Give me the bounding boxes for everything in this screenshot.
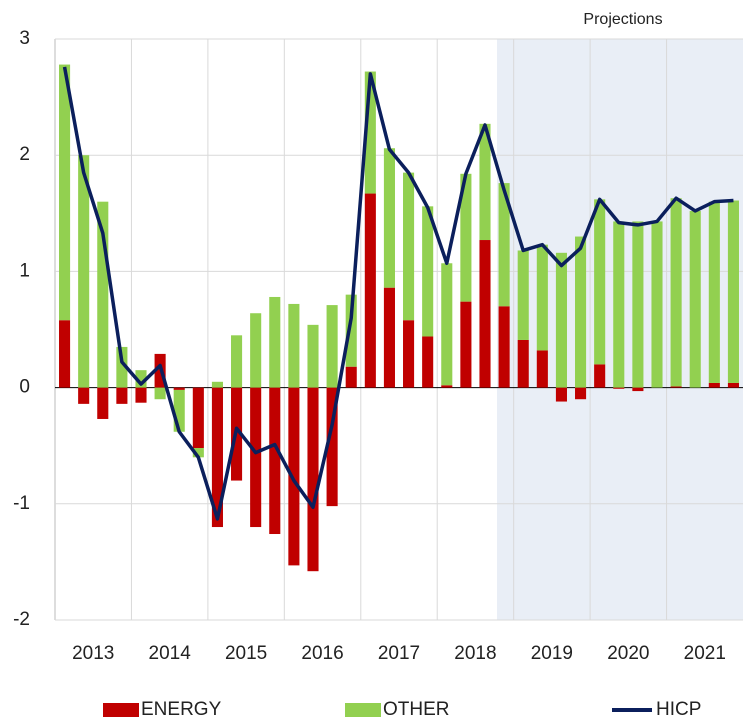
x-tick-label: 2021 — [684, 643, 726, 664]
x-tick-label: 2015 — [225, 643, 267, 664]
bar — [383, 287, 395, 388]
bar — [345, 294, 357, 367]
legend-swatch — [103, 703, 139, 717]
y-tick-label: 1 — [19, 260, 30, 281]
bar — [689, 210, 701, 388]
bar — [536, 350, 548, 388]
bar — [708, 382, 720, 388]
bar — [250, 313, 262, 388]
bar — [364, 193, 376, 388]
annotation: Projections — [583, 11, 662, 28]
x-tick-label: 2016 — [301, 643, 343, 664]
bar — [173, 389, 185, 432]
bar — [651, 221, 663, 388]
y-tick-label: 3 — [19, 28, 30, 49]
x-tick-label: 2017 — [378, 643, 420, 664]
bar — [345, 366, 357, 388]
bar — [231, 335, 243, 388]
x-tick-label: 2018 — [454, 643, 496, 664]
bar — [498, 306, 510, 388]
bar — [594, 364, 606, 388]
bar — [97, 387, 109, 419]
bar — [536, 244, 548, 351]
bar — [632, 221, 644, 388]
bar — [460, 173, 472, 302]
bar — [307, 387, 319, 572]
x-tick-label: 2020 — [607, 643, 649, 664]
bar — [135, 370, 147, 388]
bar — [269, 296, 281, 388]
bar — [498, 183, 510, 307]
bar — [708, 201, 720, 383]
bar — [383, 148, 395, 288]
bar — [422, 206, 434, 337]
legend-swatch — [345, 703, 381, 717]
bar — [422, 336, 434, 388]
bar — [555, 387, 567, 402]
bar — [632, 387, 644, 392]
bar — [211, 387, 223, 528]
bar — [403, 172, 415, 321]
bar — [441, 385, 453, 388]
bar — [479, 123, 491, 241]
y-tick-label: -2 — [13, 609, 30, 630]
bar — [288, 387, 300, 566]
bar — [727, 200, 739, 383]
bar — [364, 71, 376, 194]
bar — [575, 236, 587, 388]
bar — [670, 198, 682, 387]
bar — [59, 320, 71, 388]
bar — [403, 320, 415, 388]
bar — [116, 346, 128, 388]
y-tick-label: 2 — [19, 144, 30, 165]
x-tick-label: 2014 — [149, 643, 192, 664]
bar — [116, 387, 128, 404]
x-tick-label: 2013 — [72, 643, 114, 664]
bar — [441, 263, 453, 386]
bar — [670, 386, 682, 388]
y-tick-label: 0 — [19, 377, 30, 398]
bar — [517, 250, 529, 340]
bar — [59, 64, 71, 321]
bar — [192, 448, 204, 458]
x-tick-label: 2019 — [531, 643, 573, 664]
bar — [173, 387, 185, 390]
bar — [727, 382, 739, 388]
bar — [269, 387, 281, 535]
bar — [517, 339, 529, 388]
bar — [135, 387, 147, 403]
bar — [575, 387, 587, 400]
bar — [326, 387, 338, 507]
bar — [192, 387, 204, 449]
bar — [211, 381, 223, 388]
bar — [479, 240, 491, 388]
legend-label: OTHER — [383, 699, 450, 720]
bar — [594, 199, 606, 365]
legend-label: HICP — [656, 699, 701, 720]
line — [62, 66, 734, 521]
bar — [288, 303, 300, 388]
bar — [307, 324, 319, 388]
bar — [154, 387, 166, 400]
bar — [326, 305, 338, 388]
legend-label: ENERGY — [141, 699, 222, 720]
y-tick-label: -1 — [13, 493, 30, 514]
bar — [78, 387, 90, 404]
bar — [613, 221, 625, 388]
bar — [78, 155, 90, 388]
bar — [460, 301, 472, 388]
bar — [555, 252, 567, 388]
bar — [613, 387, 625, 389]
bar — [250, 387, 262, 528]
bar — [97, 201, 109, 388]
